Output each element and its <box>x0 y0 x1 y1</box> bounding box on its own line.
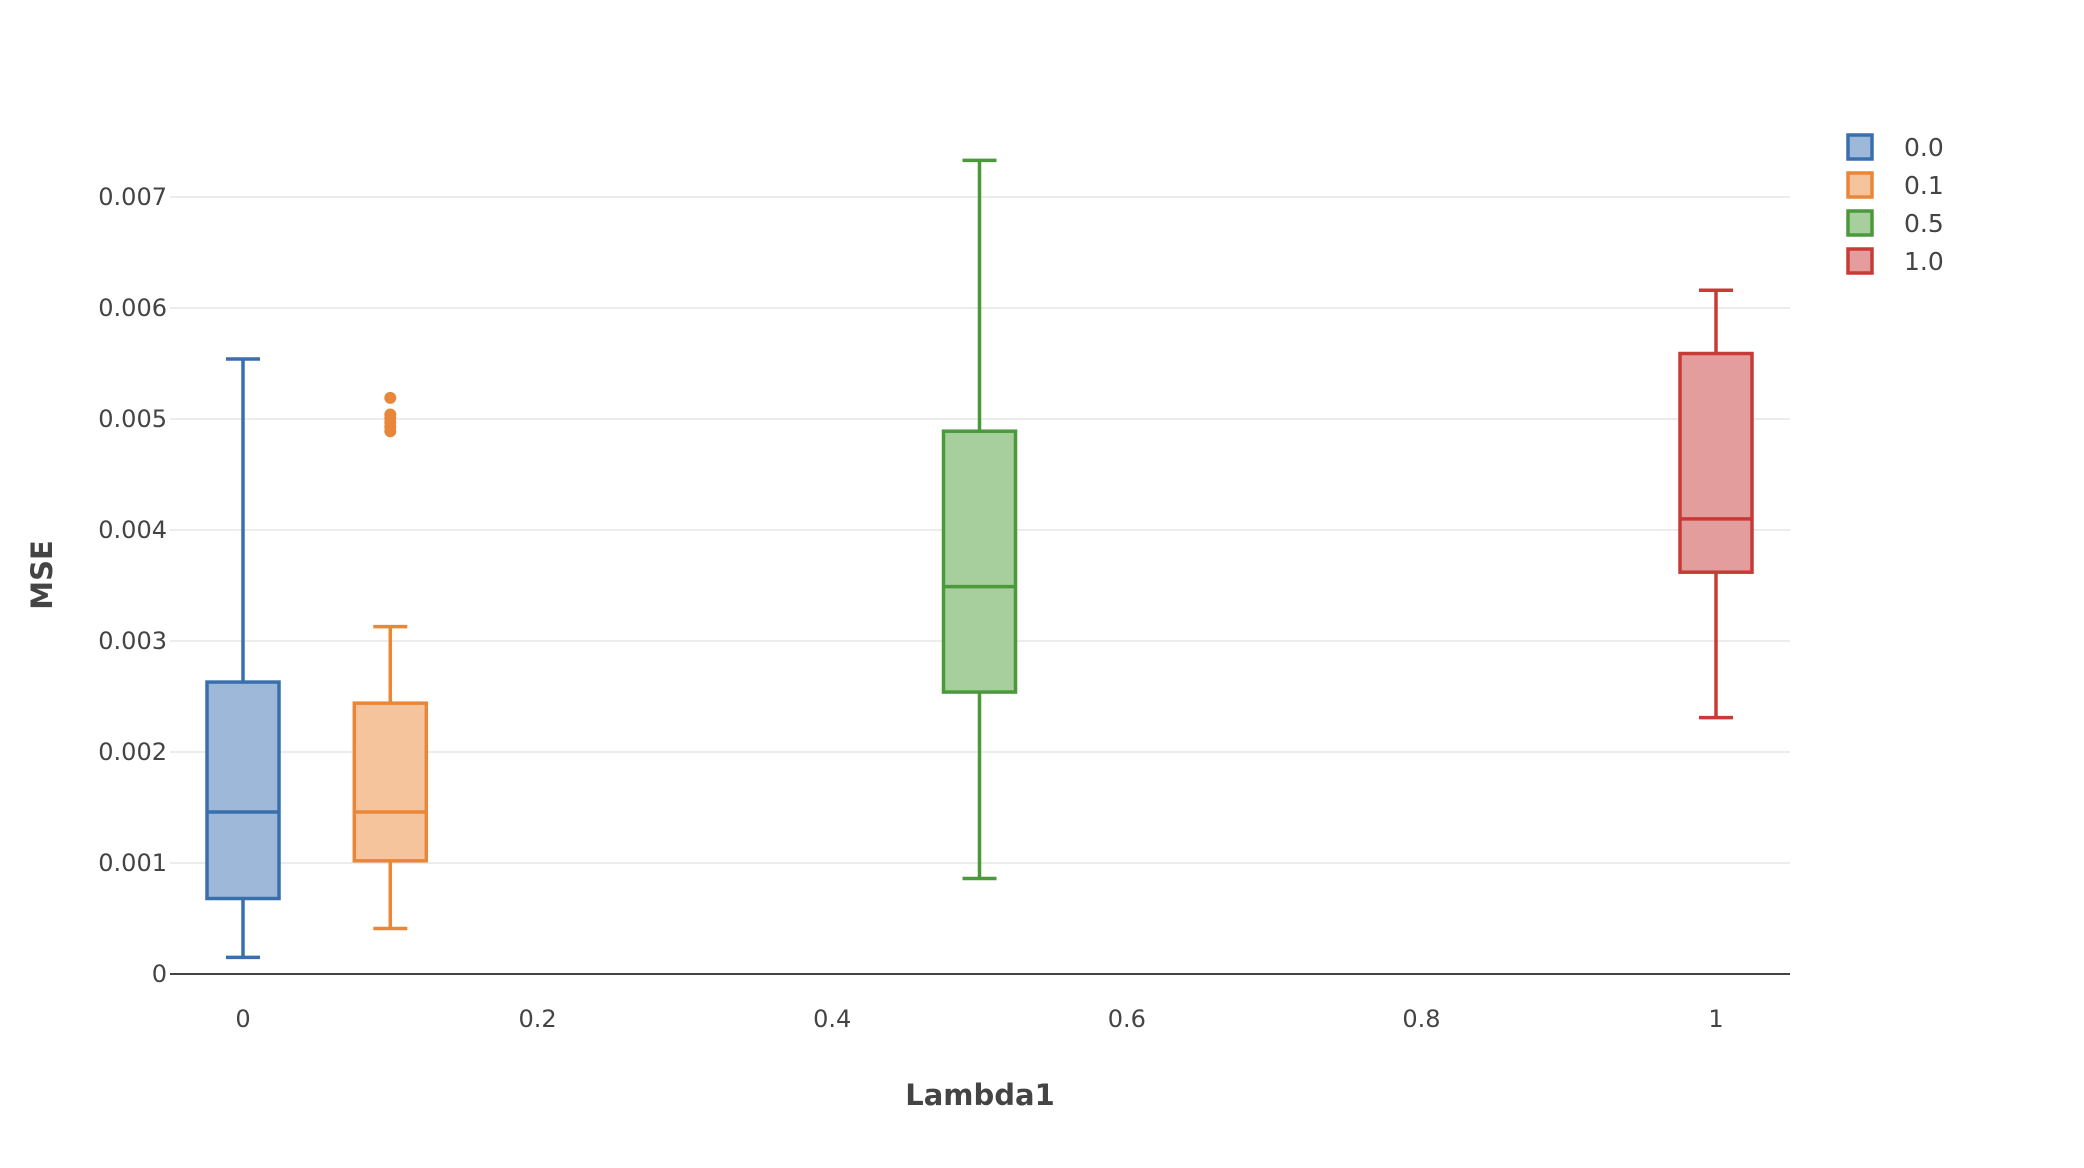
legend-swatch <box>1846 171 1874 199</box>
legend-swatch <box>1846 247 1874 275</box>
tick-labels: 0 0.001 0.002 0.003 0.004 0.005 0.006 0.007 0 0.2… <box>98 183 1723 1033</box>
y-tick-label: 0.002 <box>98 738 167 766</box>
box-0-1 <box>352 391 429 931</box>
y-tick-label: 0 <box>152 960 167 988</box>
y-tick-label: 0.005 <box>98 405 167 433</box>
box-0-0 <box>205 357 281 960</box>
y-tick-label: 0.004 <box>98 516 167 544</box>
y-tick-label: 0.003 <box>98 627 167 655</box>
box-iqr <box>941 429 1018 694</box>
x-tick-label: 0.8 <box>1402 1005 1440 1033</box>
x-tick-label: 0.2 <box>519 1005 557 1033</box>
legend-label: 0.1 <box>1904 171 1944 200</box>
x-tick-label: 0.6 <box>1108 1005 1146 1033</box>
box-iqr <box>205 680 281 901</box>
legend-item-1-0[interactable]: 1.0 <box>1846 247 1944 276</box>
y-tick-label: 0.001 <box>98 849 167 877</box>
x-tick-label: 0 <box>235 1005 250 1033</box>
x-axis-title: Lambda1 <box>905 1078 1055 1112</box>
box-0-5 <box>941 158 1018 881</box>
legend-label: 1.0 <box>1904 247 1944 276</box>
y-tick-label: 0.007 <box>98 183 167 211</box>
legend-item-0-0[interactable]: 0.0 <box>1846 133 1944 162</box>
legend-label: 0.5 <box>1904 209 1944 238</box>
legend-item-0-1[interactable]: 0.1 <box>1846 171 1944 200</box>
box-iqr <box>352 701 429 863</box>
legend-swatch <box>1846 209 1874 237</box>
box-iqr <box>1678 351 1754 574</box>
outlier-point <box>384 391 397 404</box>
legend-label: 0.0 <box>1904 133 1944 162</box>
legend-swatch <box>1846 133 1874 161</box>
legend-item-0-5[interactable]: 0.5 <box>1846 209 1944 238</box>
box-1-0 <box>1678 288 1754 720</box>
legend[interactable]: 0.0 0.1 0.5 1.0 <box>1846 133 1944 276</box>
x-tick-label: 1 <box>1708 1005 1723 1033</box>
y-axis-title: MSE <box>25 540 59 610</box>
box-series <box>205 158 1754 960</box>
x-tick-label: 0.4 <box>813 1005 851 1033</box>
outlier-point <box>384 408 397 421</box>
y-tick-label: 0.006 <box>98 294 167 322</box>
